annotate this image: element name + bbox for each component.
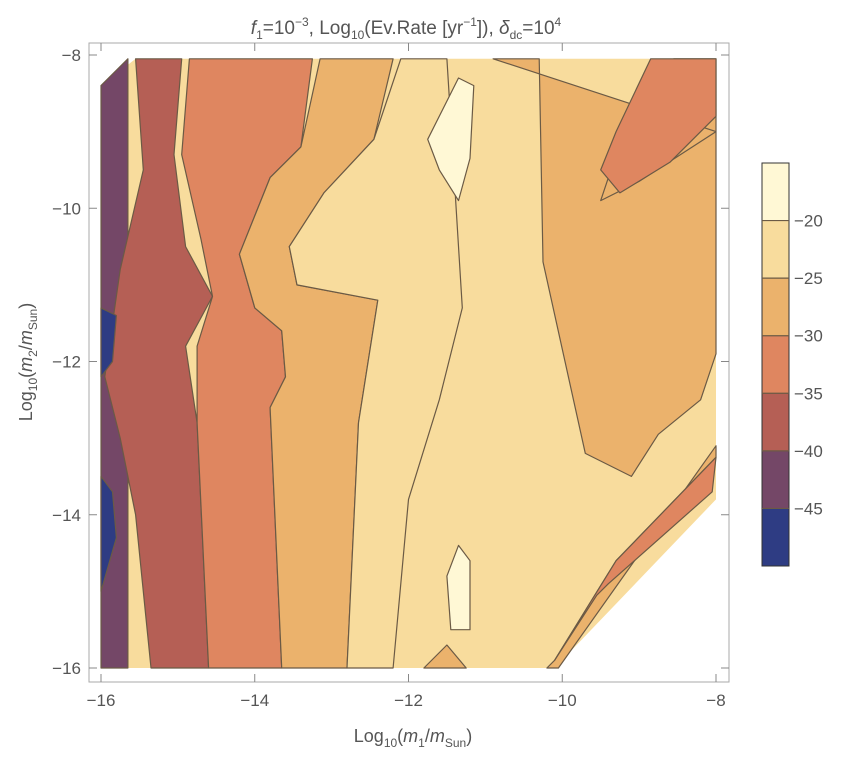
legend-swatch	[762, 508, 789, 566]
contour-region--35-to-30	[600, 58, 717, 194]
x-tick-label: −16	[87, 691, 116, 710]
contour-region-below-45	[100, 307, 117, 378]
legend-swatch	[762, 220, 789, 279]
color-legend: −20 −25 −30 −35 −40 −45	[761, 162, 823, 567]
x-tick-label: −10	[548, 691, 577, 710]
legend-swatch	[762, 335, 789, 394]
y-tick-label: −14	[52, 506, 81, 525]
legend-label: −30	[794, 327, 823, 346]
legend-label: −25	[794, 269, 823, 288]
x-tick-label: −12	[394, 691, 423, 710]
legend-frame	[761, 162, 790, 567]
legend-swatch	[762, 278, 789, 336]
axis-ticks: −16 −14 −12 −10 −8 −16 −14 −12 −10 −8	[52, 43, 729, 710]
contour-region-below-45	[100, 475, 117, 592]
legend-label: −35	[794, 384, 823, 403]
contour-region--30-to-25	[423, 644, 467, 669]
contour-region-above-20	[446, 544, 471, 631]
contour-region-above-20	[427, 77, 475, 202]
chart-title: f1=10−3, Log10(Ev.Rate [yr−1]), δdc=104	[251, 15, 562, 42]
contour-regions	[100, 58, 717, 669]
legend-swatch	[762, 450, 789, 509]
x-axis-label: Log10(m1/mSun)	[354, 726, 472, 750]
contour-region--35-to-30	[554, 456, 717, 661]
y-tick-label: −16	[52, 659, 81, 678]
contour-region--25-to-20	[288, 58, 463, 669]
y-tick-label: −10	[52, 199, 81, 218]
legend-label: −45	[794, 499, 823, 518]
legend-swatch	[762, 393, 789, 451]
legend-swatch	[762, 163, 789, 221]
x-tick-label: −8	[706, 691, 725, 710]
x-tick-label: −14	[240, 691, 269, 710]
y-tick-label: −8	[62, 46, 81, 65]
y-axis-label: Log10(m2/mSun)	[16, 303, 40, 421]
legend-label: −40	[794, 442, 823, 461]
legend-label: −20	[794, 212, 823, 231]
y-tick-label: −12	[52, 353, 81, 372]
